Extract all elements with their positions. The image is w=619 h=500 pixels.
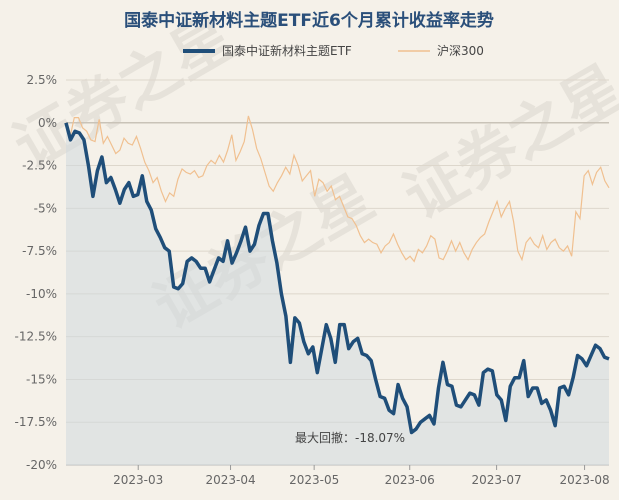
x-axis-labels: 2023-03 2023-04 2023-05 2023-06 2023-07 2023-… [66,464,610,487]
y-tick-label: 0% [38,116,57,130]
y-tick-label: -2.5% [22,159,57,173]
y-tick-label: -17.5% [15,415,57,429]
y-axis-labels: 2.5% 0% -2.5% -5% -7.5% -10% -12.5% -15% -17.5% -… [15,73,57,472]
y-tick-label: -5% [34,201,57,215]
legend: 国泰中证新材料主题ETF 沪深300 [183,43,484,58]
series-layer [64,115,610,465]
legend-label-etf: 国泰中证新材料主题ETF [222,43,352,58]
series-line-etf [64,122,610,435]
legend-label-hs300: 沪深300 [437,44,484,58]
x-tick-label: 2023-04 [205,473,255,487]
max-drawdown-annotation: 最大回撤：-18.07% [295,430,405,445]
x-tick-label: 2023-06 [385,473,435,487]
series-line-hs300 [65,115,610,263]
y-tick-label: 2.5% [27,73,58,87]
y-tick-label: -12.5% [15,330,57,344]
y-tick-label: -7.5% [22,244,57,258]
chart-title: 国泰中证新材料主题ETF近6个月累计收益率走势 [124,10,494,31]
y-tick-label: -15% [26,372,57,386]
y-tick-label: -10% [26,287,57,301]
y-tick-label: -20% [26,458,57,472]
x-tick-label: 2023-07 [472,473,522,487]
etf-area-fill [66,122,609,465]
x-tick-label: 2023-08 [559,473,609,487]
x-tick-label: 2023-05 [289,473,339,487]
watermark-text: 证券之星 [393,52,619,233]
x-tick-label: 2023-03 [113,473,163,487]
